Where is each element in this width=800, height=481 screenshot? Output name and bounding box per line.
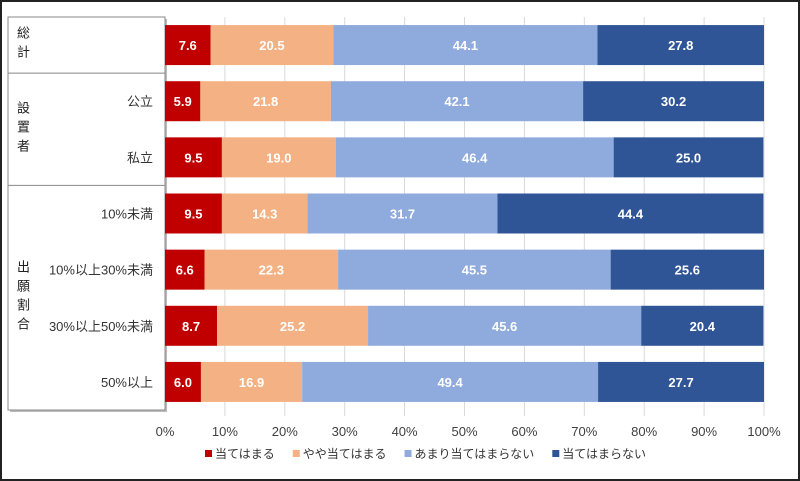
legend-label: やや当てはまる: [303, 447, 387, 461]
data-label: 20.5: [259, 38, 284, 53]
category-label: 30%以上50%未満: [49, 319, 153, 334]
x-tick-label: 20%: [272, 424, 298, 439]
x-tick-label: 30%: [332, 424, 358, 439]
bar-segment: [204, 249, 339, 290]
data-label: 25.0: [676, 150, 701, 165]
x-tick-label: 40%: [392, 424, 418, 439]
legend-swatch: [404, 450, 412, 457]
x-tick-label: 80%: [631, 424, 657, 439]
bar-segment: [217, 305, 369, 346]
bar-segment: [335, 137, 614, 178]
legend-swatch: [552, 450, 560, 457]
bar-segment: [333, 25, 598, 66]
bar-segment: [165, 305, 218, 346]
data-label: 14.3: [252, 207, 277, 222]
legend-label: あまり当てはまらない: [415, 447, 535, 461]
bar-segment: [165, 81, 201, 122]
bar-segment: [597, 25, 764, 66]
category-label: 公立: [127, 94, 153, 109]
x-tick-label: 10%: [212, 424, 238, 439]
data-label: 49.4: [437, 375, 463, 390]
x-tick-label: 90%: [691, 424, 717, 439]
group-label-total: 総計: [15, 26, 30, 64]
data-label: 6.0: [174, 375, 192, 390]
bar-segment: [165, 361, 201, 402]
data-label: 8.7: [182, 319, 200, 334]
bar-segment: [165, 25, 211, 66]
group-label-application-ratio: 出願割合: [15, 260, 30, 336]
bar-segment: [210, 25, 334, 66]
data-label: 42.1: [444, 94, 469, 109]
category-label: 10%未満: [101, 207, 153, 222]
data-label: 9.5: [184, 150, 202, 165]
bar-segment: [613, 137, 764, 178]
data-label: 7.6: [179, 38, 197, 53]
x-tick-label: 70%: [571, 424, 597, 439]
bar-segment: [641, 305, 764, 346]
data-label: 22.3: [259, 263, 284, 278]
category-label: 10%以上30%未満: [49, 263, 153, 278]
x-tick-label: 100%: [747, 424, 781, 439]
bar-segment: [221, 193, 308, 234]
data-label: 27.8: [668, 38, 693, 53]
category-label: 私立: [127, 150, 153, 165]
bar-segment: [165, 249, 205, 290]
data-label: 45.6: [492, 319, 517, 334]
legend-swatch: [292, 450, 300, 457]
data-label: 27.7: [668, 375, 693, 390]
bar-segment: [165, 137, 222, 178]
bar-segment: [583, 81, 764, 122]
data-label: 31.7: [390, 207, 415, 222]
bar-segment: [307, 193, 498, 234]
bar-segment: [598, 361, 764, 402]
bar-segment: [368, 305, 642, 346]
data-label: 30.2: [661, 94, 686, 109]
data-label: 25.6: [675, 263, 700, 278]
x-tick-label: 60%: [511, 424, 537, 439]
data-label: 16.9: [239, 375, 264, 390]
bar-segment: [497, 193, 764, 234]
legend-swatch: [205, 450, 212, 457]
data-label: 21.8: [253, 94, 278, 109]
data-label: 9.5: [184, 207, 202, 222]
category-table: [7, 16, 166, 411]
x-tick-label: 0%: [156, 424, 175, 439]
data-label: 44.4: [618, 207, 644, 222]
bar-segment: [610, 249, 764, 290]
group-label-establisher: 設置者: [15, 101, 30, 158]
data-label: 45.5: [462, 263, 487, 278]
bar-segment: [221, 137, 336, 178]
x-tick-label: 50%: [451, 424, 477, 439]
bar-segment: [302, 361, 599, 402]
data-label: 46.4: [462, 150, 488, 165]
data-label: 19.0: [266, 150, 291, 165]
bar-segment: [165, 193, 222, 234]
group-application-ratio: 出願割合: [12, 186, 32, 410]
bar-segment: [338, 249, 611, 290]
legend-label: 当てはまる: [215, 447, 275, 461]
data-label: 5.9: [174, 94, 192, 109]
data-label: 44.1: [453, 38, 478, 53]
legend-label: 当てはまらない: [562, 447, 646, 461]
category-label: 50%以上: [101, 375, 153, 390]
data-label: 25.2: [280, 319, 305, 334]
data-label: 6.6: [176, 263, 194, 278]
data-label: 20.4: [690, 319, 716, 334]
bar-segment: [330, 81, 584, 122]
group-establisher: 設置者: [12, 73, 32, 186]
group-total: 総計: [12, 17, 32, 73]
bar-segment: [200, 81, 331, 122]
bar-segment: [200, 361, 303, 402]
